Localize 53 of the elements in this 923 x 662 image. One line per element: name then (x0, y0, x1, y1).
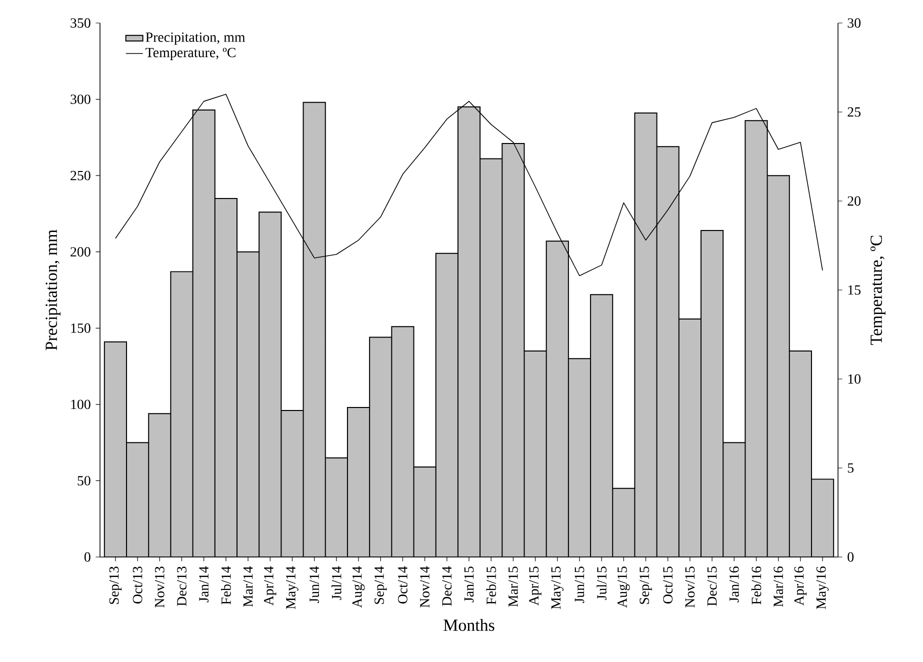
x-tick-label: Oct/15 (663, 566, 673, 604)
x-tick-label: Mar/15 (508, 566, 518, 607)
x-tick-label: May/16 (816, 566, 829, 610)
x-tick-label: Jan/15 (464, 566, 474, 602)
y2-tick-label: 20 (848, 196, 861, 206)
y-tick-label: 150 (71, 323, 90, 333)
x-tick-label: Jan/14 (199, 566, 209, 602)
y2-tick-label: 15 (848, 285, 861, 295)
y-tick-label: 0 (84, 552, 90, 562)
x-tick-label: Jun/15 (574, 566, 584, 603)
x-tick-label: Nov/13 (154, 566, 164, 608)
x-tick-label: Oct/13 (132, 566, 142, 604)
x-tick-label: Feb/16 (751, 566, 762, 604)
y2-tick-label: 10 (848, 374, 861, 384)
x-tick-label: Jul/15 (596, 566, 606, 600)
x-tick-label: May/15 (551, 566, 564, 610)
legend-label: Temperature, ºC (146, 48, 236, 60)
x-tick-label: Mar/14 (243, 566, 253, 607)
x-tick-label: Apr/16 (794, 566, 807, 606)
x-tick-label: Oct/14 (398, 566, 408, 604)
x-tick-label: Jan/16 (729, 566, 739, 602)
y-tick-label: 250 (70, 170, 90, 180)
y2-tick-label: 30 (848, 18, 861, 28)
x-tick-label: Dec/13 (177, 566, 186, 606)
x-tick-label: Sep/14 (374, 566, 387, 604)
y-axis-title: Precipitation, mm (46, 230, 60, 350)
x-tick-label: Sep/13 (109, 566, 122, 604)
y2-tick-label: 0 (848, 552, 854, 562)
y-tick-label: 200 (70, 247, 90, 257)
x-tick-label: Feb/15 (486, 566, 496, 604)
x-tick-label: Mar/16 (774, 566, 784, 607)
x-tick-label: Apr/14 (264, 566, 276, 606)
x-tick-label: May/14 (286, 566, 298, 610)
x-tick-label: Feb/14 (221, 566, 231, 604)
x-tick-label: Sep/15 (640, 566, 652, 604)
x-tick-label: Dec/14 (442, 566, 452, 606)
x-tick-label: Nov/15 (685, 566, 695, 608)
x-tick-label: Nov/14 (420, 566, 430, 608)
y2-axis-title: Temperature, ºC (870, 236, 886, 345)
x-tick-label: Jun/14 (310, 566, 320, 603)
y2-tick-label: 5 (848, 463, 854, 473)
x-axis-title: Months (444, 618, 494, 631)
y-tick-label: 100 (71, 400, 90, 410)
y-tick-label: 50 (78, 476, 90, 486)
x-tick-label: Aug/14 (352, 566, 365, 608)
x-tick-label: Dec/15 (707, 566, 717, 606)
x-tick-label: Aug/15 (618, 566, 630, 608)
legend-label: Precipitation, mm (146, 32, 246, 45)
y2-tick-label: 25 (848, 107, 861, 117)
x-tick-label: Apr/15 (529, 566, 542, 606)
y-tick-label: 350 (70, 18, 90, 28)
y-tick-label: 300 (70, 94, 90, 104)
x-tick-label: Jul/14 (332, 566, 342, 600)
